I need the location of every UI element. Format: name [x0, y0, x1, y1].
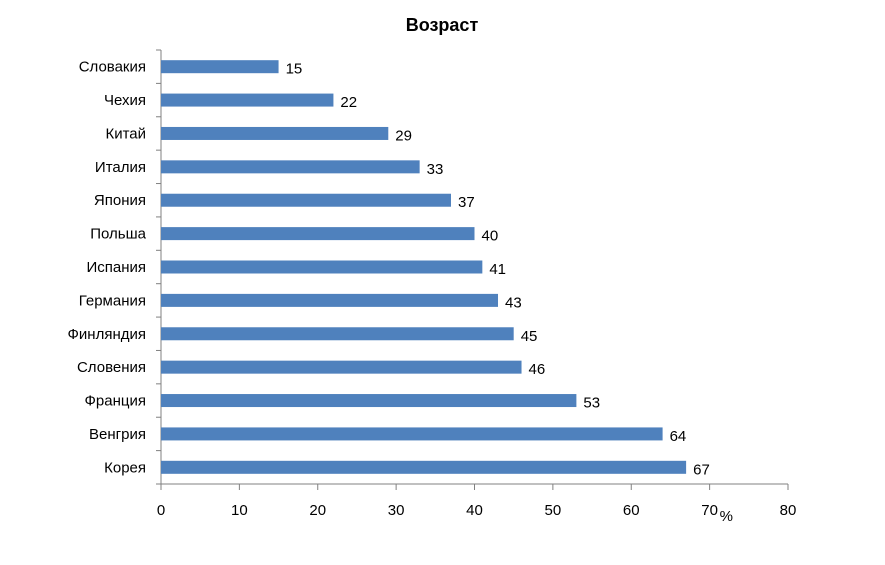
- x-tick-label: 50: [545, 502, 562, 519]
- data-label: 29: [395, 127, 412, 144]
- category-label: Германия: [79, 292, 146, 309]
- category-label: Чехия: [104, 92, 146, 109]
- bar: [161, 394, 577, 408]
- x-unit-label: %: [720, 508, 733, 525]
- category-label: Япония: [94, 192, 146, 209]
- data-label: 64: [670, 428, 687, 445]
- chart-title: Возраст: [406, 15, 479, 35]
- category-label: Словения: [77, 359, 146, 376]
- category-label: Польша: [90, 226, 146, 243]
- category-label: Словакия: [79, 59, 146, 76]
- category-label: Китай: [105, 125, 146, 142]
- x-tick-label: 0: [157, 502, 165, 519]
- x-tick-label: 30: [388, 502, 405, 519]
- bar: [161, 126, 389, 140]
- x-tick-label: 20: [309, 502, 326, 519]
- category-label: Финляндия: [68, 326, 146, 343]
- x-tick-label: 40: [466, 502, 483, 519]
- x-ticks: 0 10 20 30 40 50 60 70 80: [156, 49, 797, 519]
- bars: [161, 60, 687, 474]
- data-label: 45: [521, 328, 538, 345]
- category-label: Корея: [104, 459, 146, 476]
- x-tick-label: 80: [780, 502, 797, 519]
- category-label: Венгрия: [89, 426, 146, 443]
- bar: [161, 427, 663, 441]
- data-label: 43: [505, 294, 522, 311]
- bar: [161, 460, 687, 474]
- bar: [161, 260, 483, 274]
- bar: [161, 160, 420, 174]
- category-label: Испания: [86, 259, 146, 276]
- category-label: Италия: [95, 159, 146, 176]
- bar: [161, 60, 279, 74]
- data-label: 37: [458, 194, 475, 211]
- x-tick-label: 70: [701, 502, 718, 519]
- category-labels: Словакия Чехия Китай Италия Япония Польша Испа…: [68, 59, 147, 477]
- category-label: Франция: [85, 393, 146, 410]
- bar: [161, 227, 475, 241]
- bar: [161, 93, 334, 107]
- data-label: 22: [340, 94, 357, 111]
- data-label: 53: [583, 395, 600, 412]
- bar: [161, 293, 499, 307]
- bar: [161, 360, 522, 374]
- data-label: 33: [427, 161, 444, 178]
- data-labels: 15 22 29 33 37 40 41 43 45 46 53 64 67: [286, 61, 710, 479]
- data-label: 41: [489, 261, 506, 278]
- data-label: 40: [482, 228, 499, 245]
- bar: [161, 327, 514, 341]
- bar: [161, 193, 451, 207]
- data-label: 46: [529, 361, 546, 378]
- data-label: 15: [286, 61, 303, 78]
- data-label: 67: [693, 461, 710, 478]
- x-tick-label: 60: [623, 502, 640, 519]
- x-tick-label: 10: [231, 502, 248, 519]
